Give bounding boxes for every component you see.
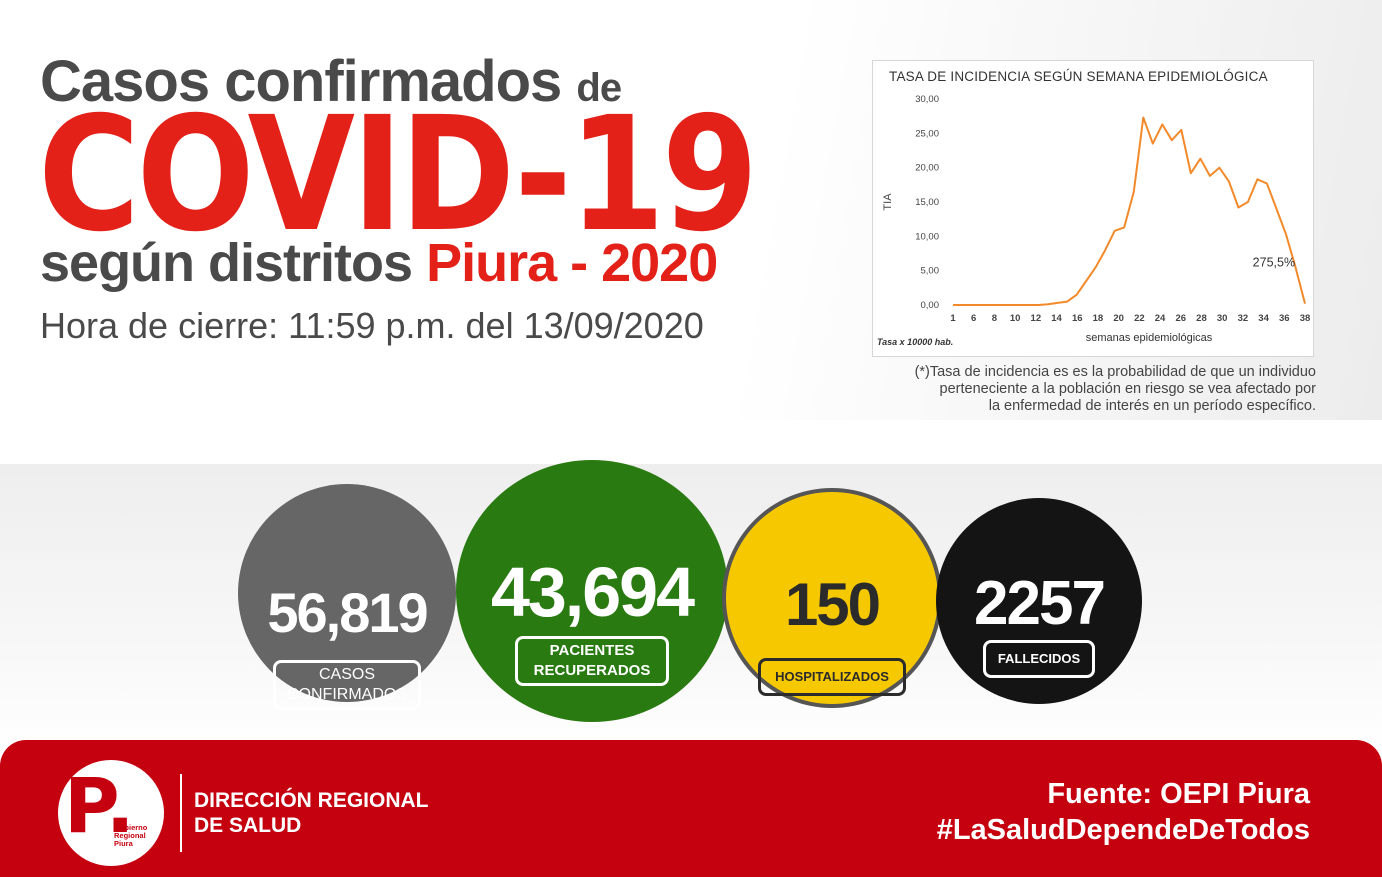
y-tick-label: 20,00 [915,163,939,174]
x-tick-label: 26 [1175,313,1186,324]
logo-text-line: Gobierno [114,823,148,832]
chart-rate-note: Tasa x 10000 hab. [877,337,954,347]
hashtag-text: #LaSaludDependeDeTodos [936,814,1310,846]
x-tick-label: 18 [1093,313,1104,324]
stat-casos-confirmados: 56,819 CASOS CONFIRMADOS [238,484,456,710]
stat-value: 56,819 [267,581,428,644]
x-tick-label: 12 [1031,313,1042,324]
source-text: Fuente: OEPI Piura [1047,778,1310,810]
stat-label: CASOS CONFIRMADOS [273,660,421,710]
stat-label-line: FALLECIDOS [997,651,1081,666]
stat-label-line: HOSPITALIZADOS [775,669,889,684]
x-tick-label: 34 [1258,313,1269,324]
y-tick-label: 10,00 [915,231,939,242]
x-tick-label: 32 [1238,313,1249,324]
series-line [953,116,1306,306]
footer-divider [180,774,182,852]
logo-text-line: Regional [114,831,146,840]
org-line: DIRECCIÓN REGIONAL [194,789,429,812]
x-tick-label: 22 [1134,313,1145,324]
stat-value: 43,694 [490,553,695,631]
stat-value: 2257 [974,569,1106,638]
x-axis-label: semanas epidemiológicas [1086,332,1213,344]
x-tick-label: 6 [971,313,976,324]
footnote-line: perteneciente a la población en riesgo s… [939,381,1316,397]
y-axis-label: TIA [882,193,894,211]
x-tick-label: 36 [1279,313,1290,324]
footer-bar: P. Gobierno Regional Piura DIRECCIÓN REG… [0,740,1382,877]
closing-time: Hora de cierre: 11:59 p.m. del 13/09/202… [40,305,704,346]
y-tick-label: 25,00 [915,128,939,139]
y-tick-label: 15,00 [915,197,939,208]
stat-hospitalizados: 150 HOSPITALIZADOS [726,492,938,704]
stat-label: FALLECIDOS [983,640,1095,678]
x-tick-label: 8 [992,313,997,324]
source-block: Fuente: OEPI Piura #LaSaludDependeDeTodo… [937,776,1310,848]
logo-text: Gobierno Regional Piura [114,824,147,848]
org-line: DE SALUD [194,814,302,837]
x-tick-label: 14 [1051,313,1062,324]
title-piura-2020: Piura - 2020 [426,233,718,293]
footnote-line: (*)Tasa de incidencia es es la probabili… [914,364,1316,380]
title-de: de [576,66,622,110]
x-tick-label: 30 [1217,313,1228,324]
stat-pacientes-recuperados: 43,694 PACIENTES RECUPERADOS [456,460,728,722]
stats-section: 56,819 CASOS CONFIRMADOS 43,694 PACIENTE… [0,460,1382,754]
y-tick-label: 30,00 [915,94,939,105]
chart-annotation: 275,5% [1253,256,1295,270]
chart-title: TASA DE INCIDENCIA SEGÚN SEMANA EPIDEMIO… [889,69,1268,84]
stat-value: 150 [784,571,881,638]
footnote-line: la enfermedad de interés en un período e… [988,398,1316,414]
logo-letter: P. [64,761,135,850]
org-name: DIRECCIÓN REGIONAL DE SALUD [194,788,429,838]
stat-label: PACIENTES RECUPERADOS [515,636,669,686]
x-tick-label: 16 [1072,313,1083,324]
logo-text-line: Piura [114,839,133,848]
x-tick-label: 10 [1010,313,1021,324]
stat-label-line: PACIENTES [549,642,635,659]
x-tick-label: 24 [1155,313,1166,324]
x-tick-label: 38 [1300,313,1311,324]
stat-label-line: RECUPERADOS [533,662,651,679]
title-casos-confirmados: Casos confirmados [40,49,562,114]
stat-label-line: CONFIRMADOS [287,686,407,703]
stat-label-line: CASOS [318,666,375,683]
title-line-3: según distritos Piura - 2020 [40,232,718,294]
incidence-chart: TASA DE INCIDENCIA SEGÚN SEMANA EPIDEMIO… [872,60,1314,357]
gobierno-regional-logo: P. Gobierno Regional Piura [58,760,164,866]
footnote: (*)Tasa de incidencia es es la probabili… [796,364,1316,415]
x-tick-label: 28 [1196,313,1207,324]
title-line-1: Casos confirmados de [40,48,622,115]
x-tick-label: 1 [950,313,956,324]
header-section: Casos confirmados de COVID-19 según dist… [0,0,1382,420]
stat-fallecidos: 2257 FALLECIDOS [936,498,1142,704]
x-tick-label: 20 [1113,313,1124,324]
y-tick-label: 5,00 [921,266,940,277]
y-tick-label: 0,00 [921,300,940,311]
title-covid: COVID-19 [38,83,758,267]
title-segun-distritos: según distritos [40,233,413,293]
stat-label: HOSPITALIZADOS [758,658,906,696]
